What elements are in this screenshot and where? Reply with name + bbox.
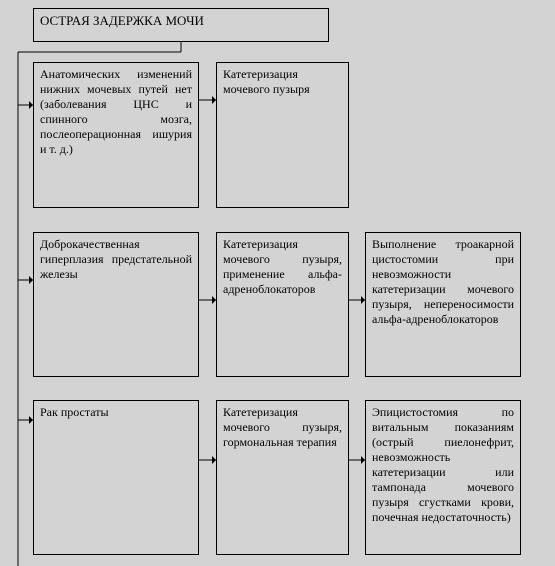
title-box: ОСТРАЯ ЗАДЕРЖКА МОЧИ [33, 8, 329, 42]
node-catheterization-1: Катетеризация мочевого пузыря [216, 62, 349, 208]
node-no-anatomical-changes: Анатомических изменений нижних мочевых п… [33, 62, 199, 208]
node-catheterization-hormonal: Катетеризация мочевого пузыря, гормональ… [216, 400, 349, 555]
node-benign-hyperplasia: Доброкачественная гиперплазия предстател… [33, 232, 199, 377]
node-epicystostomy: Эпицистостомия по витальным показаниям (… [365, 400, 521, 555]
flowchart-canvas: ОСТРАЯ ЗАДЕРЖКА МОЧИ Анатомических измен… [0, 0, 555, 566]
node-trocar-cystostomy: Выполнение троакарной цистостомии при не… [365, 232, 521, 377]
node-catheterization-alpha-blockers: Катетеризация мочевого пузыря, применени… [216, 232, 349, 377]
node-prostate-cancer: Рак простаты [33, 400, 199, 555]
